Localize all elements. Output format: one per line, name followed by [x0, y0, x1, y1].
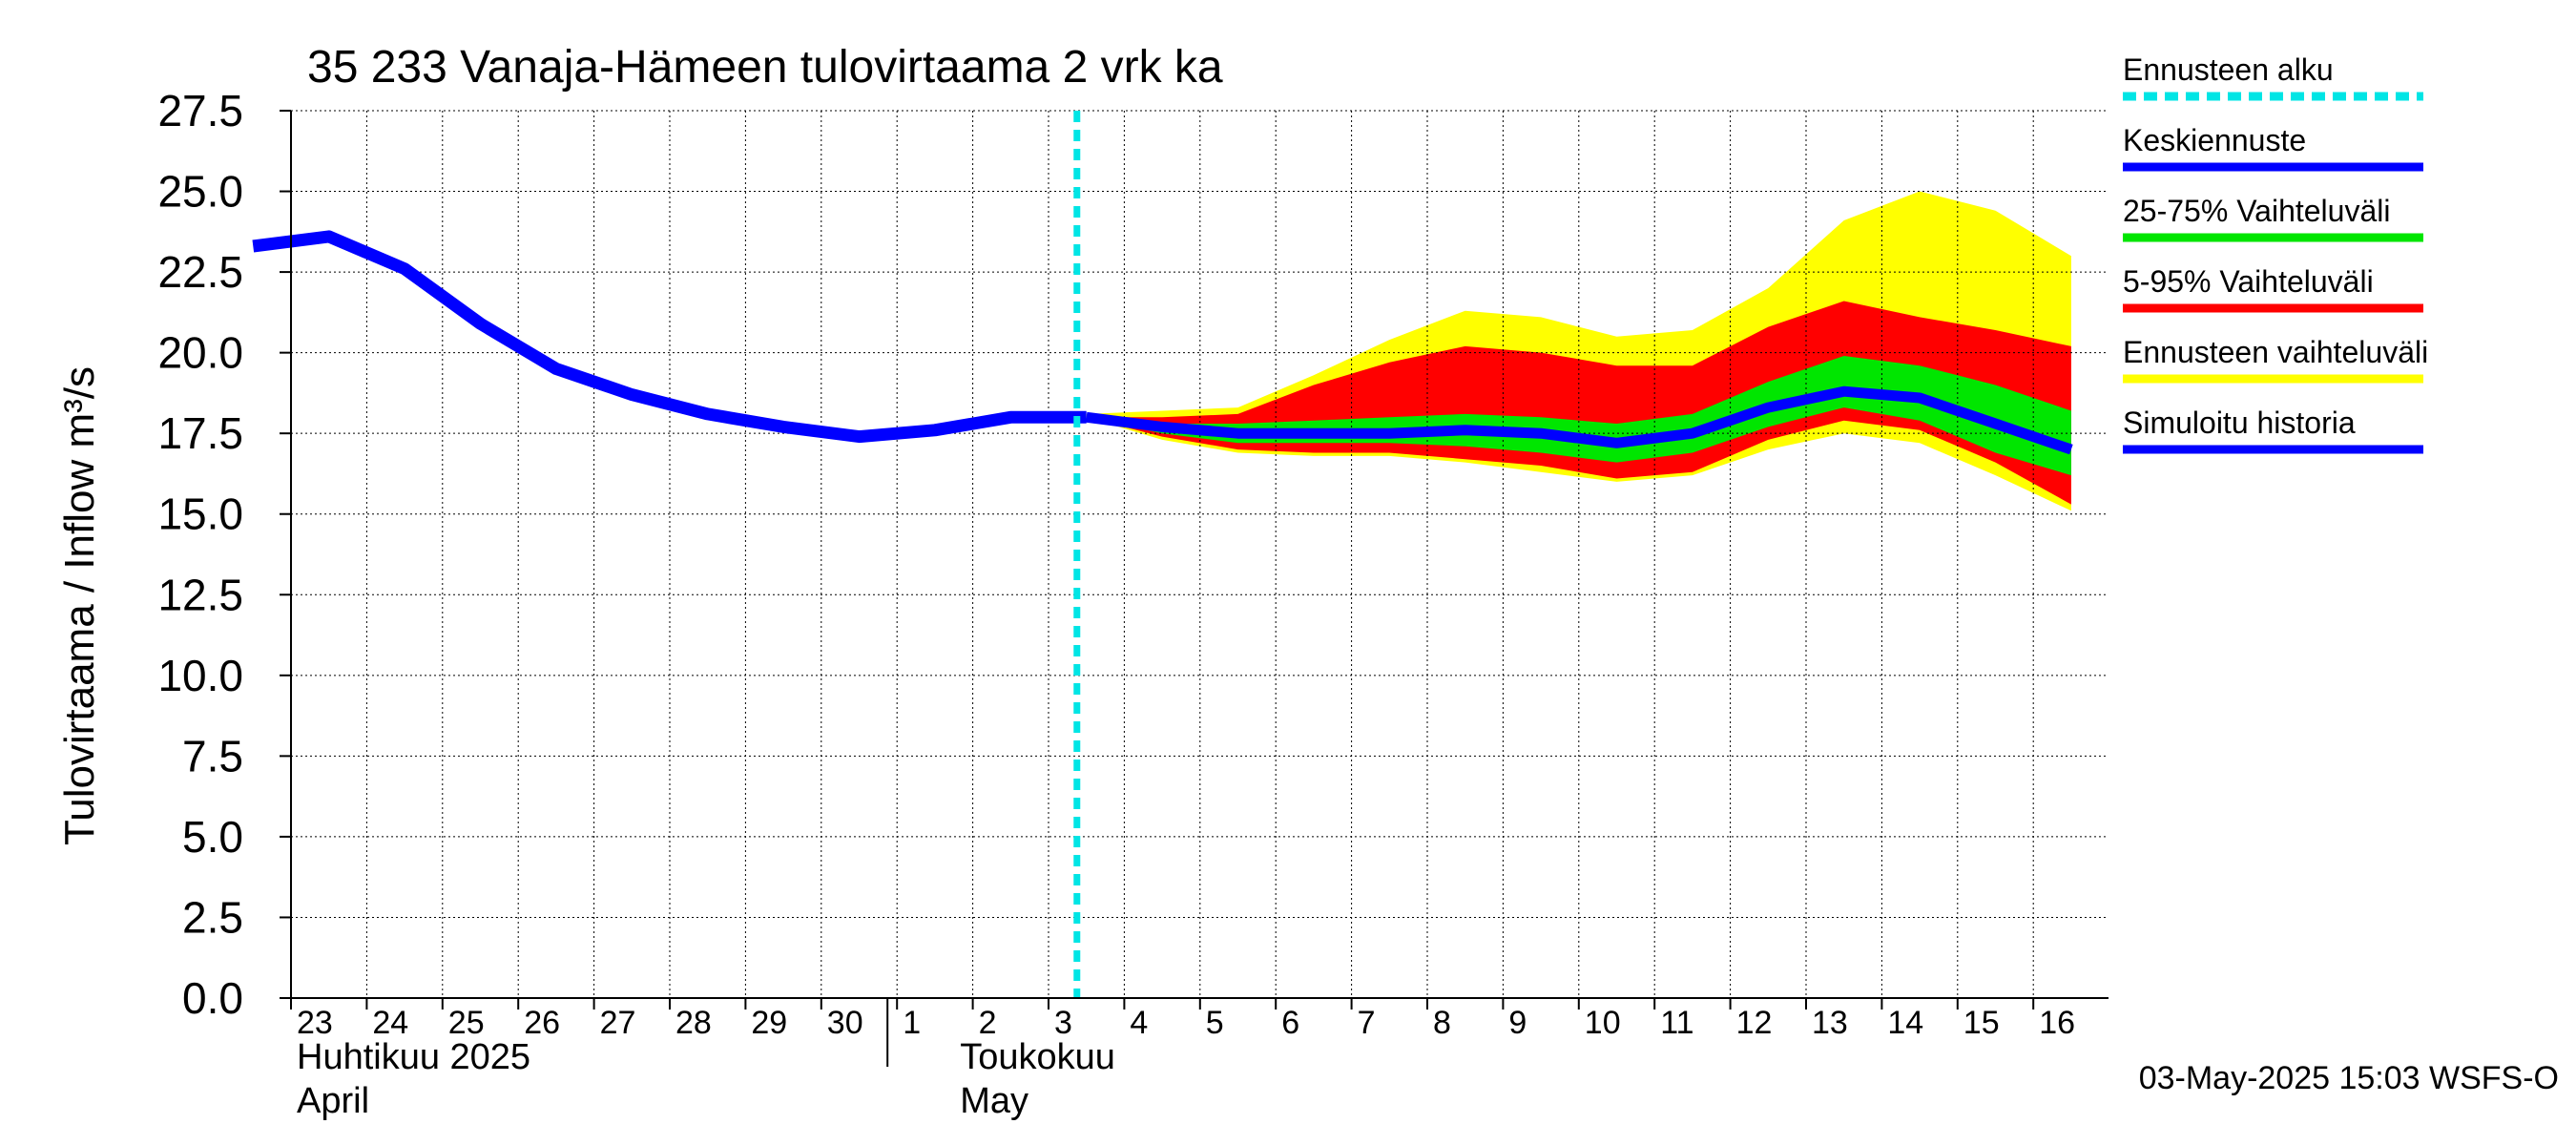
legend-label: Ennusteen alku [2123, 52, 2334, 87]
x-tick-label: 25 [448, 1005, 485, 1041]
axes: 0.0 2.5 5.0 7.5 10.0 12.5 15.0 17.5 20.0 22.5 25.0… [157, 86, 2109, 1121]
legend-label: Simuloitu historia [2123, 406, 2356, 440]
y-tick-label: 17.5 [157, 408, 243, 458]
x-tick-label: 3 [1054, 1005, 1072, 1041]
y-tick-label: 2.5 [182, 892, 243, 942]
x-tick-label: 14 [1887, 1005, 1923, 1041]
y-tick-label: 12.5 [157, 570, 243, 619]
y-tick-label: 10.0 [157, 651, 243, 700]
x-tick-label: 23 [297, 1005, 333, 1041]
x-tick-label: 16 [2039, 1005, 2075, 1041]
legend: Ennusteen alku Keskiennuste 25-75% Vaihtel… [2123, 52, 2428, 454]
month-label-en: April [297, 1081, 369, 1121]
x-tick-label: 29 [751, 1005, 787, 1041]
month-label-en: May [960, 1081, 1028, 1121]
series-lines [252, 111, 2073, 998]
y-tick-label: 27.5 [157, 86, 243, 135]
month-label: Toukokuu [960, 1037, 1115, 1077]
x-tick-label: 5 [1206, 1005, 1224, 1041]
x-tick-label: 10 [1585, 1005, 1621, 1041]
x-tick-label: 7 [1358, 1005, 1376, 1041]
y-axis-label: Tulovirtaama / Inflow m³/s [56, 366, 103, 845]
legend-label: Keskiennuste [2123, 123, 2306, 157]
legend-label: 5-95% Vaihteluväli [2123, 264, 2374, 299]
x-tick-label: 6 [1281, 1005, 1299, 1041]
x-tick-label: 27 [600, 1005, 636, 1041]
x-tick-label: 11 [1660, 1005, 1693, 1041]
x-tick-label: 15 [1963, 1005, 2000, 1041]
x-tick-label: 8 [1433, 1005, 1451, 1041]
y-tick-label: 0.0 [182, 973, 243, 1023]
series-line-history [252, 230, 1087, 444]
x-tick-label: 24 [372, 1005, 408, 1041]
month-label: Huhtikuu 2025 [297, 1037, 530, 1077]
y-tick-label: 20.0 [157, 328, 243, 378]
band-25-75 [1086, 356, 2071, 476]
x-tick-label: 9 [1508, 1005, 1527, 1041]
legend-label: Ennusteen vaihteluväli [2123, 335, 2428, 369]
y-tick-label: 25.0 [157, 167, 243, 217]
x-tick-label: 12 [1736, 1005, 1773, 1041]
y-tick-label: 22.5 [157, 247, 243, 297]
legend-label: 25-75% Vaihteluväli [2123, 194, 2390, 228]
x-tick-label: 26 [524, 1005, 560, 1041]
x-tick-label: 2 [979, 1005, 997, 1041]
x-tick-label: 28 [675, 1005, 712, 1041]
grid [291, 110, 2109, 998]
x-tick-label: 13 [1812, 1005, 1848, 1041]
y-tick-label: 5.0 [182, 812, 243, 862]
y-tick-label: 15.0 [157, 489, 243, 539]
x-tick-label: 4 [1130, 1005, 1148, 1041]
footer-timestamp: 03-May-2025 15:03 WSFS-O [2139, 1060, 2559, 1096]
series-line-mean [1086, 385, 2073, 455]
x-tick-label: 30 [827, 1005, 863, 1041]
x-tick-label: 1 [903, 1005, 921, 1041]
chart-title: 35 233 Vanaja-Hämeen tulovirtaama 2 vrk … [307, 42, 1223, 93]
y-tick-label: 7.5 [182, 731, 243, 781]
